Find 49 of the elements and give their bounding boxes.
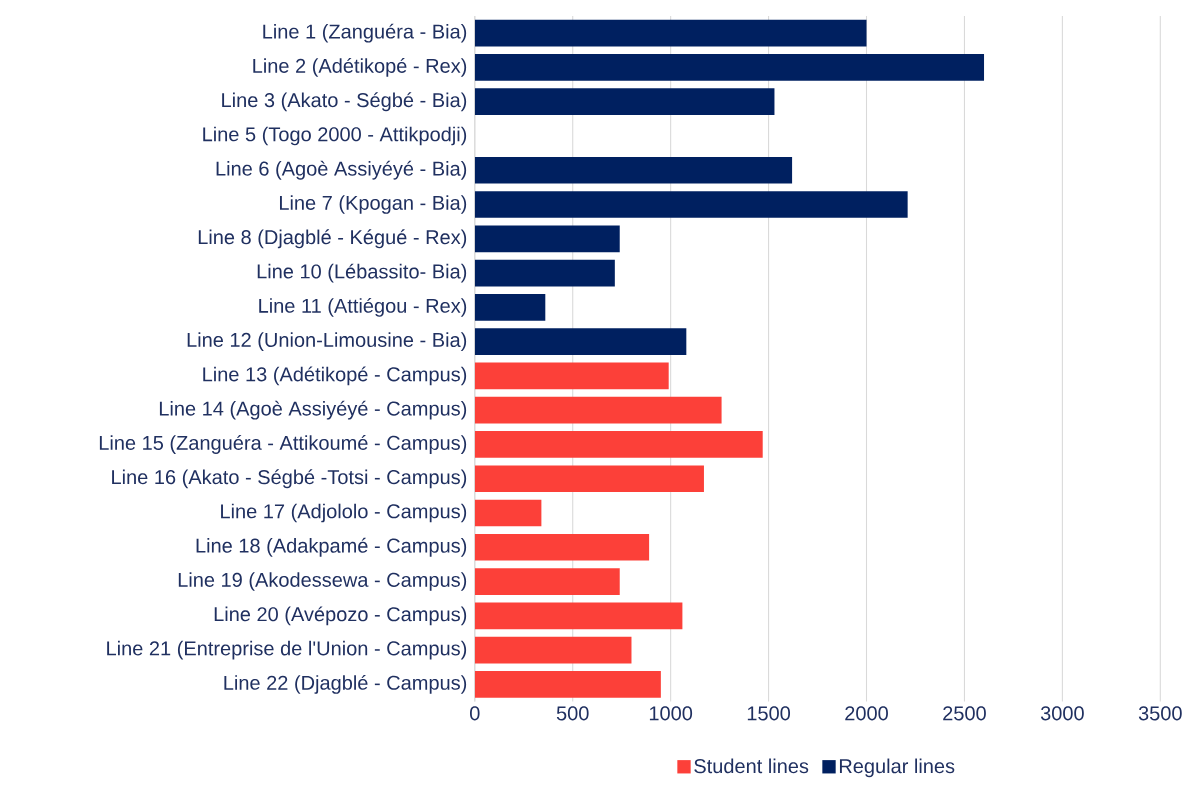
x-tick-label: 1000	[649, 706, 693, 721]
y-tick-label: Line 17 (Adjololo - Campus)	[221, 503, 467, 523]
y-tick-label: Line 16 (Akato - Ségbé -Totsi - Campus)	[112, 469, 467, 489]
bar	[474, 20, 867, 47]
y-tick-label: Line 15 (Zanguéra - Attikoumé - Campus)	[99, 435, 467, 455]
bar	[474, 534, 650, 561]
bar	[474, 602, 683, 630]
bar	[474, 259, 615, 287]
y-tick-label: Line 7 (Kpogan - Bia)	[279, 195, 467, 215]
bar	[474, 362, 669, 390]
y-tick-label: Line 5 (Togo 2000 - Attikpodji)	[203, 126, 467, 146]
bar	[474, 637, 632, 664]
bar	[474, 671, 661, 698]
y-tick-label: Line 3 (Akato - Ségbé - Bia)	[222, 92, 467, 112]
y-tick-label: Line 21 (Entreprise de l'Union - Campus)	[107, 641, 467, 660]
bar	[474, 568, 620, 596]
x-tick-label: 3000	[1040, 706, 1084, 721]
x-tick-label: 3500	[1138, 706, 1182, 721]
legend-label: Student lines	[694, 758, 809, 774]
y-tick-label: Line 19 (Akodessewa - Campus)	[178, 572, 467, 592]
bar	[474, 191, 908, 219]
y-tick-label: Line 13 (Adétikopé - Campus)	[203, 366, 467, 386]
y-tick-label: Line 18 (Adakpamé - Campus)	[196, 538, 467, 557]
bar	[474, 328, 687, 356]
bar	[474, 54, 985, 81]
bar	[474, 499, 542, 527]
y-tick-label: Line 6 (Agoè Assiyéyé - Bia)	[216, 161, 467, 180]
x-tick-label: 500	[556, 706, 589, 721]
y-tick-label: Line 14 (Agoè Assiyéyé - Campus)	[159, 400, 467, 420]
bar	[474, 294, 546, 321]
y-tick-label: Line 20 (Avépozo - Campus)	[214, 606, 467, 626]
x-tick-label: 1500	[747, 706, 791, 721]
y-tick-label: Line 11 (Attiégou - Rex)	[259, 298, 467, 318]
legend-label: Regular lines	[839, 758, 955, 778]
bar	[474, 157, 793, 184]
bar	[474, 88, 775, 116]
bar	[474, 397, 722, 424]
x-tick-label: 0	[470, 706, 480, 721]
bar	[474, 225, 620, 253]
y-tick-label: Line 2 (Adétikopé - Rex)	[253, 58, 467, 78]
x-tick-label: 2000	[845, 706, 888, 721]
y-tick-label: Line 1 (Zanguéra - Bia)	[263, 23, 467, 43]
y-tick-label: Line 10 (Lébassito- Bia)	[257, 263, 467, 283]
y-tick-label: Line 22 (Djagblé - Campus)	[224, 675, 467, 695]
y-tick-label: Line 12 (Union-Limousine - Bia)	[187, 332, 467, 352]
bar	[474, 431, 763, 459]
x-tick-label: 2500	[943, 706, 986, 721]
y-tick-label: Line 8 (Djagblé - Kégué - Rex)	[198, 229, 467, 249]
bar	[474, 465, 704, 493]
